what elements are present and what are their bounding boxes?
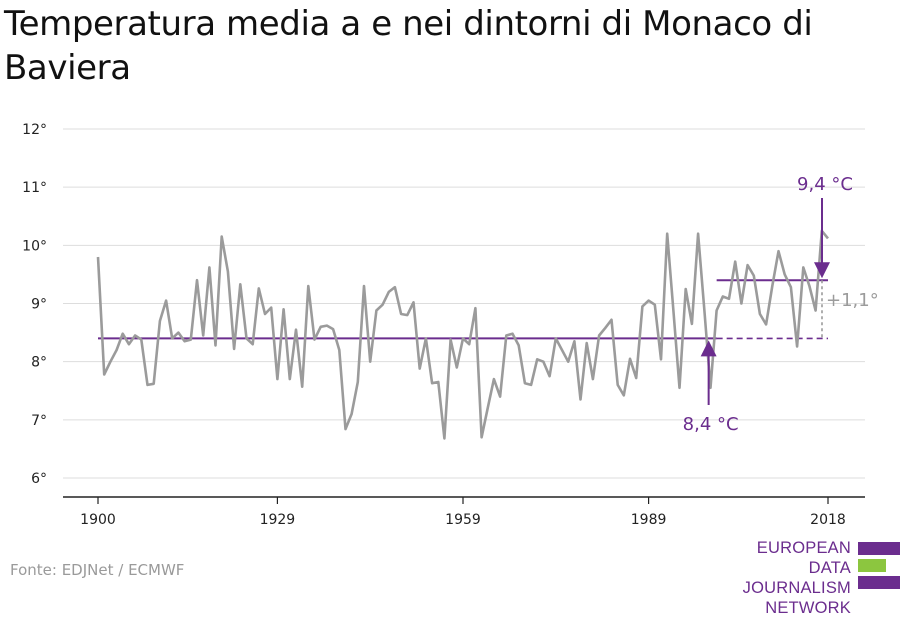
x-tick-label: 1989 [631,512,667,528]
y-tick-label: 11° [22,180,47,196]
line-chart: 6° 7° 8° 9° 10° 11° 12° 1900 1929 1959 1989 2018 8… [22,122,879,528]
logo-bar-purple-2 [858,576,900,589]
y-tick-label: 8° [31,355,47,371]
source-note: Fonte: EDJNet / ECMWF [10,561,185,579]
x-tick-label: 1959 [445,512,481,528]
x-tick-label: 2018 [810,512,846,528]
logo-line-3: NETWORK [765,599,851,617]
x-axis: 1900 1929 1959 1989 2018 [63,496,865,528]
logo-line-1: EUROPEAN [756,539,851,557]
y-axis-ticks: 6° 7° 8° 9° 10° 11° 12° [22,122,47,487]
logo-bar-purple-1 [858,542,900,555]
baseline-label: 8,4 °C [683,414,739,435]
y-tick-label: 6° [31,471,47,487]
x-tick-label: 1929 [260,512,296,528]
logo-bar-green [858,559,886,572]
y-tick-label: 9° [31,297,47,313]
y-tick-label: 12° [22,122,47,138]
series-line [96,229,830,440]
difference-label: +1,1° [826,290,879,311]
annotations: 8,4 °C 9,4 °C +1,1° [683,174,879,435]
recent-label: 9,4 °C [797,174,853,195]
logo-line-2: DATA JOURNALISM [742,559,851,597]
x-tick-label: 1900 [80,512,116,528]
temperature-series [96,229,830,440]
y-tick-label: 10° [22,238,47,254]
y-tick-label: 7° [31,413,47,429]
edjnet-logo: EUROPEAN DATA JOURNALISM NETWORK [700,538,900,617]
chart-title: Temperatura media a e nei dintorni di Mo… [4,4,813,88]
gridlines [63,128,865,479]
logo-text: EUROPEAN DATA JOURNALISM NETWORK [700,538,851,618]
